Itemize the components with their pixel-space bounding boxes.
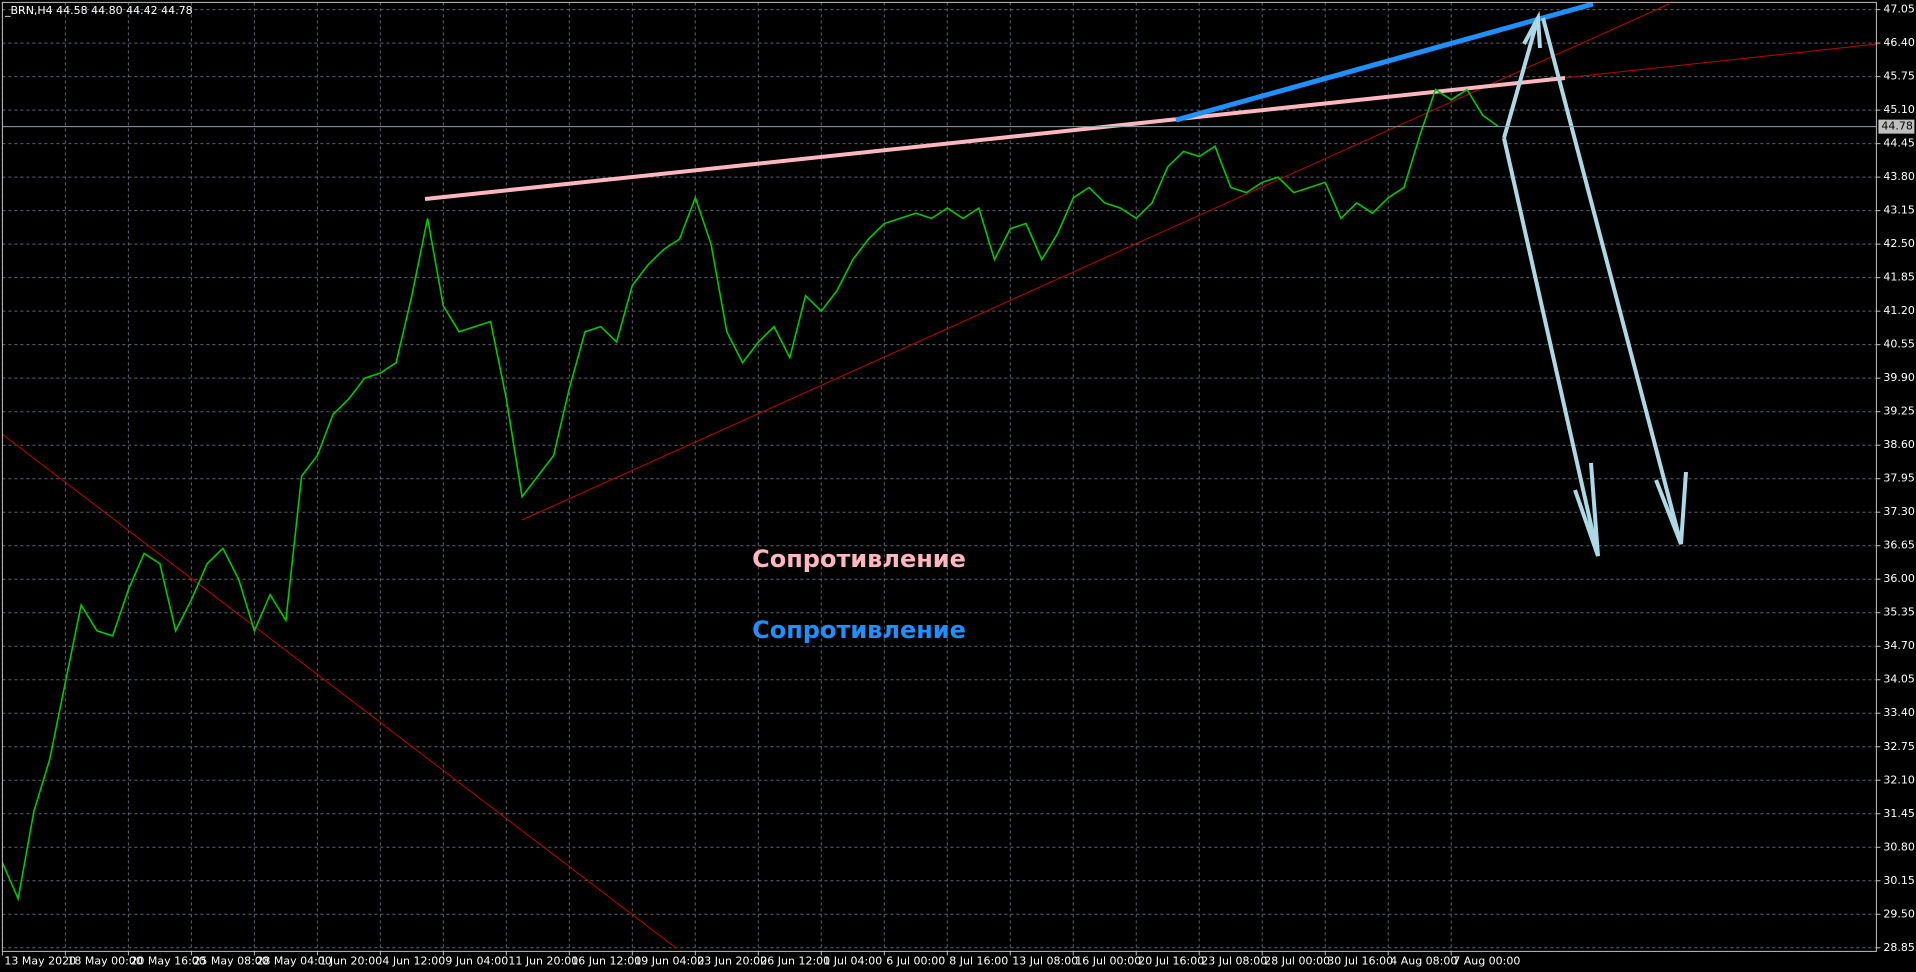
x-tick-label: 7 Aug 00:00 xyxy=(1453,954,1520,967)
y-tick-label: 37.30 xyxy=(1883,505,1915,518)
y-tick-label: 29.50 xyxy=(1883,907,1915,920)
y-tick-label: 35.35 xyxy=(1883,606,1915,619)
y-tick-label: 43.80 xyxy=(1883,170,1915,183)
y-tick-label: 36.65 xyxy=(1883,539,1915,552)
resistance-line xyxy=(1175,1,1594,123)
y-tick-label: 30.80 xyxy=(1883,840,1915,853)
y-tick-label: 33.40 xyxy=(1883,706,1915,719)
y-tick-label: 47.05 xyxy=(1883,3,1915,16)
x-tick-label: 13 May 2020 xyxy=(4,954,76,967)
y-tick-label: 28.85 xyxy=(1883,941,1915,954)
y-tick-label: 34.70 xyxy=(1883,639,1915,652)
x-tick-label: 20 Jul 16:00 xyxy=(1138,954,1204,967)
x-tick-label: 20 May 16:00 xyxy=(130,954,205,967)
x-tick-label: 1 Jul 04:00 xyxy=(823,954,882,967)
y-tick-label: 45.10 xyxy=(1883,103,1915,116)
y-tick-label: 32.75 xyxy=(1883,740,1915,753)
x-tick-label: 23 Jul 08:00 xyxy=(1201,954,1267,967)
x-tick-label: 4 Jun 12:00 xyxy=(382,954,445,967)
last-price-box xyxy=(1878,119,1915,134)
y-tick-label: 39.25 xyxy=(1883,405,1915,418)
x-tick-label: 16 Jun 12:00 xyxy=(571,954,641,967)
x-tick-label: 9 Jun 04:00 xyxy=(445,954,508,967)
resistance-line xyxy=(424,76,1566,201)
x-tick-label: 4 Aug 08:00 xyxy=(1390,954,1457,967)
forecast-arrows xyxy=(1502,10,1688,557)
price-line xyxy=(1,88,1499,902)
y-tick-label: 34.05 xyxy=(1883,673,1915,686)
y-tick-label: 31.45 xyxy=(1883,807,1915,820)
y-tick-label: 45.75 xyxy=(1883,70,1915,83)
annotation: Сопротивление xyxy=(752,616,966,644)
x-tick-label: 6 Jul 00:00 xyxy=(886,954,945,967)
x-tick-label: 13 Jul 08:00 xyxy=(1012,954,1078,967)
y-tick-label: 38.60 xyxy=(1883,438,1915,451)
annotation: Сопротивление xyxy=(752,545,966,573)
plot xyxy=(1,88,1877,902)
y-tick-label: 46.40 xyxy=(1883,36,1915,49)
x-tick-label: 8 Jul 16:00 xyxy=(949,954,1008,967)
x-tick-label: 23 Jun 20:00 xyxy=(697,954,767,967)
y-tick-label: 41.85 xyxy=(1883,271,1915,284)
x-tick-label: 28 May 04:00 xyxy=(256,954,331,967)
y-tick-label: 36.00 xyxy=(1883,572,1915,585)
grid xyxy=(1,2,1877,952)
y-tick-label: 41.20 xyxy=(1883,304,1915,317)
trend-objects xyxy=(1,1,1878,949)
chart-title: _BRN,H4 44.58 44.80 44.42 44.78 xyxy=(4,4,193,17)
y-tick-label: 43.15 xyxy=(1883,204,1915,217)
trend-line xyxy=(1,433,677,949)
x-tick-label: 1 Jun 20:00 xyxy=(319,954,382,967)
x-tick-label: 18 May 00:00 xyxy=(67,954,142,967)
x-tick-label: 25 May 08:00 xyxy=(193,954,268,967)
y-tick-label: 44.45 xyxy=(1883,137,1915,150)
plot-frame xyxy=(1,1,1877,952)
y-tick-label: 37.95 xyxy=(1883,472,1915,485)
x-tick-label: 26 Jun 12:00 xyxy=(760,954,830,967)
x-tick-label: 30 Jul 16:00 xyxy=(1327,954,1393,967)
x-tick-label: 19 Jun 04:00 xyxy=(634,954,704,967)
x-tick-label: 28 Jul 00:00 xyxy=(1264,954,1330,967)
y-tick-label: 32.10 xyxy=(1883,773,1915,786)
y-tick-label: 30.15 xyxy=(1883,874,1915,887)
trend-line xyxy=(521,3,1670,521)
x-tick-label: 11 Jun 20:00 xyxy=(508,954,578,967)
y-tick-label: 40.55 xyxy=(1883,338,1915,351)
last-price-label: 44.78 xyxy=(1881,120,1913,133)
x-tick-label: 16 Jul 00:00 xyxy=(1075,954,1141,967)
y-tick-label: 42.50 xyxy=(1883,237,1915,250)
y-tick-label: 39.90 xyxy=(1883,371,1915,384)
